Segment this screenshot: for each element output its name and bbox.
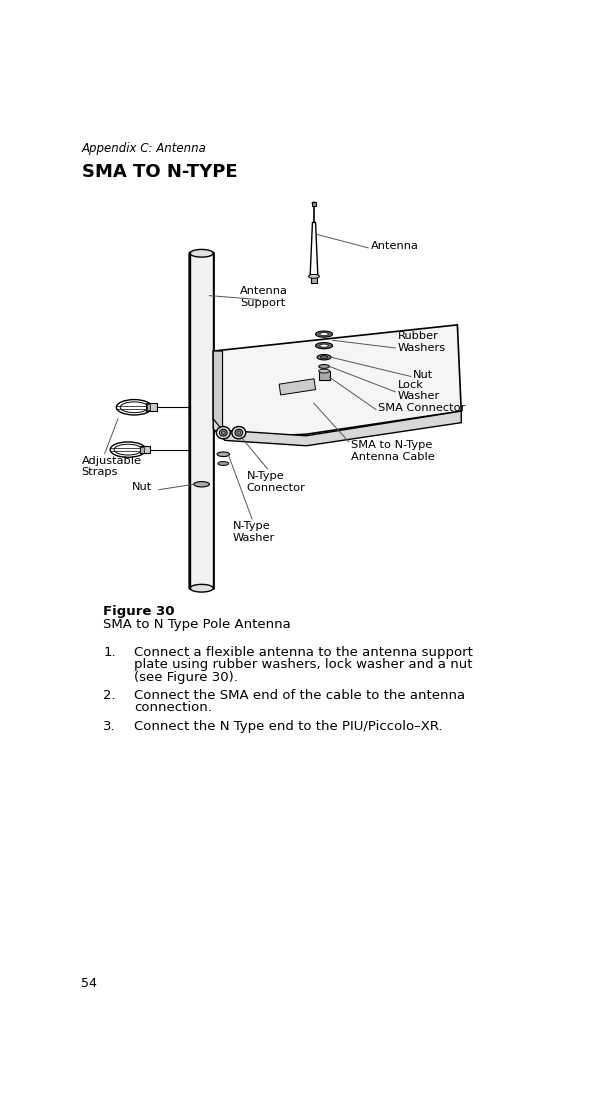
Text: Connect a flexible antenna to the antenna support: Connect a flexible antenna to the antenn… xyxy=(134,646,473,658)
Text: Appendix C: Antenna: Appendix C: Antenna xyxy=(81,142,206,155)
Text: Antenna
Support: Antenna Support xyxy=(240,287,289,308)
Polygon shape xyxy=(310,222,318,277)
Ellipse shape xyxy=(232,426,246,439)
Polygon shape xyxy=(213,411,461,445)
Text: 3.: 3. xyxy=(103,720,116,733)
Text: 54: 54 xyxy=(81,978,97,990)
Text: N-Type
Washer: N-Type Washer xyxy=(232,521,275,542)
Polygon shape xyxy=(213,352,222,431)
Ellipse shape xyxy=(319,365,329,368)
Ellipse shape xyxy=(218,462,229,465)
Ellipse shape xyxy=(319,369,329,373)
Bar xyxy=(140,445,150,453)
FancyBboxPatch shape xyxy=(189,252,214,589)
Text: connection.: connection. xyxy=(134,702,212,714)
Ellipse shape xyxy=(316,343,333,348)
Text: SMA to N-Type
Antenna Cable: SMA to N-Type Antenna Cable xyxy=(351,441,435,462)
Text: 1.: 1. xyxy=(103,646,116,658)
Text: SMA Connector: SMA Connector xyxy=(378,403,466,413)
Ellipse shape xyxy=(190,249,213,257)
Text: Lock
Washer: Lock Washer xyxy=(398,379,440,401)
Ellipse shape xyxy=(219,430,227,436)
Text: Rubber
Washers: Rubber Washers xyxy=(398,331,446,353)
Ellipse shape xyxy=(190,585,213,593)
Text: Connect the N Type end to the PIU/Piccolo–XR.: Connect the N Type end to the PIU/Piccol… xyxy=(134,720,443,733)
Bar xyxy=(146,403,157,411)
Ellipse shape xyxy=(317,355,331,360)
Ellipse shape xyxy=(312,202,316,204)
Ellipse shape xyxy=(194,482,209,487)
Ellipse shape xyxy=(217,426,230,439)
Ellipse shape xyxy=(235,430,242,436)
Bar xyxy=(311,277,317,282)
Ellipse shape xyxy=(320,344,329,347)
Text: Adjustable
Straps: Adjustable Straps xyxy=(81,455,142,478)
Ellipse shape xyxy=(309,275,319,278)
Ellipse shape xyxy=(237,431,241,434)
Text: (see Figure 30).: (see Figure 30). xyxy=(134,671,238,684)
Text: plate using rubber washers, lock washer and a nut: plate using rubber washers, lock washer … xyxy=(134,658,473,672)
Bar xyxy=(313,202,316,205)
Ellipse shape xyxy=(316,331,333,337)
Ellipse shape xyxy=(221,431,225,434)
Ellipse shape xyxy=(320,356,328,358)
Ellipse shape xyxy=(217,452,230,456)
Polygon shape xyxy=(213,325,461,435)
Text: SMA to N Type Pole Antenna: SMA to N Type Pole Antenna xyxy=(103,618,291,632)
Text: SMA TO N-TYPE: SMA TO N-TYPE xyxy=(81,163,237,181)
Text: 2.: 2. xyxy=(103,689,116,702)
Text: Nut: Nut xyxy=(132,482,152,492)
Polygon shape xyxy=(279,378,316,395)
Ellipse shape xyxy=(320,333,329,336)
Text: Antenna: Antenna xyxy=(371,241,418,251)
Bar xyxy=(146,404,150,411)
Bar xyxy=(140,446,145,453)
Text: Connect the SMA end of the cable to the antenna: Connect the SMA end of the cable to the … xyxy=(134,689,466,702)
Text: N-Type
Connector: N-Type Connector xyxy=(247,471,306,493)
Text: Nut: Nut xyxy=(413,369,434,379)
Bar xyxy=(319,372,329,381)
Text: Figure 30: Figure 30 xyxy=(103,605,175,618)
